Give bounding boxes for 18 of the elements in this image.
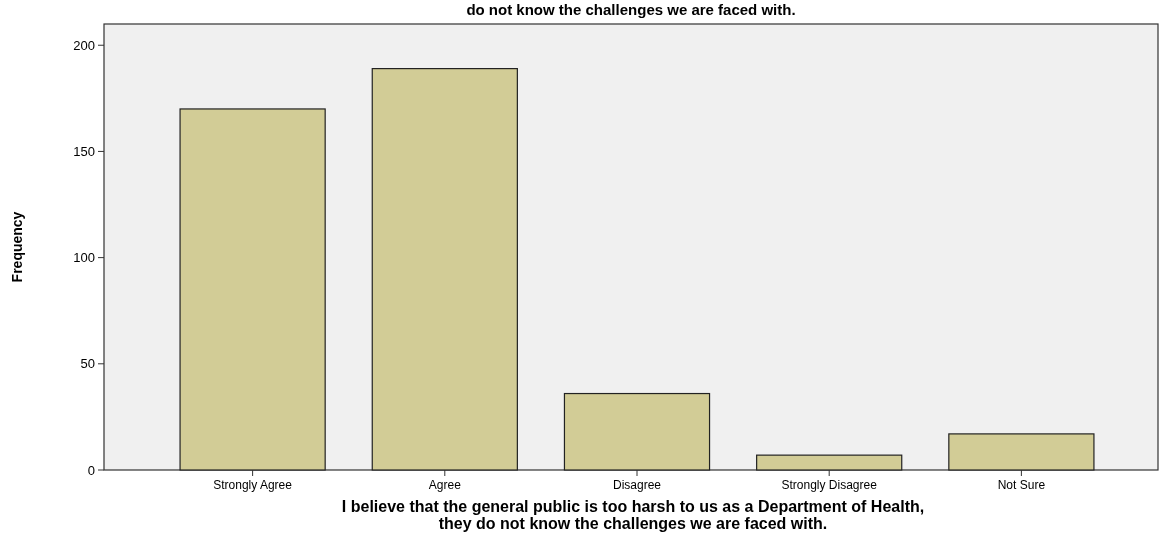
- y-tick-label: 150: [73, 143, 95, 159]
- bar: [179, 108, 326, 471]
- y-tick-label: 50: [80, 356, 95, 372]
- y-tick-label: 200: [73, 37, 95, 53]
- bar: [371, 68, 518, 471]
- bar: [948, 433, 1095, 471]
- x-tick-label: Strongly Agree: [213, 478, 293, 492]
- x-axis-title: I believe that the general public is too harsh to us as a Department of Health, they do not know the challenges we are faced with.: [341, 498, 925, 532]
- y-axis-title: Frequency: [9, 211, 25, 283]
- y-tick-label: 100: [73, 250, 95, 266]
- bar: [756, 454, 903, 471]
- x-tick-label: Disagree: [612, 478, 662, 492]
- y-tick-label: 0: [87, 462, 95, 478]
- bar: [563, 392, 711, 471]
- x-tick-label: Strongly Disagree: [781, 478, 878, 492]
- chart-title: do not know the challenges we are faced with.: [466, 1, 796, 18]
- x-tick-label: Agree: [428, 478, 462, 492]
- x-tick-label: Not Sure: [997, 478, 1046, 492]
